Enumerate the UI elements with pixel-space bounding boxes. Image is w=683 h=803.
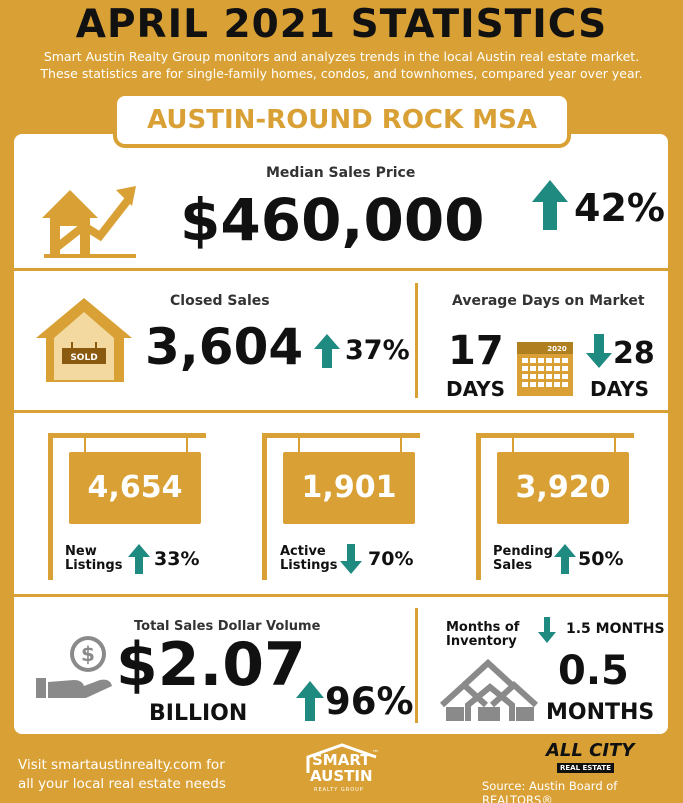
active-listings-label: Active Listings	[280, 545, 337, 573]
new-listings-label-line2: Listings	[65, 558, 123, 573]
new-listings-label-line1: New	[65, 544, 97, 559]
intro-text: Smart Austin Realty Group monitors and a…	[0, 48, 683, 82]
new-listings-chain-right	[186, 438, 188, 452]
sold-sign-text: SOLD	[70, 353, 97, 363]
new-listings-chain-left	[84, 438, 86, 452]
active-listings-label-line1: Active	[280, 544, 326, 559]
active-listings-post	[262, 433, 267, 580]
logo-line-1: SMART	[312, 751, 371, 769]
volume-up-arrow-icon	[296, 681, 324, 721]
closed-change: 37%	[345, 335, 410, 366]
new-listings-label: New Listings	[65, 545, 122, 573]
inventory-down-arrow-icon	[538, 617, 556, 643]
active-listings-label-line2: Listings	[280, 558, 338, 573]
volume-label: Total Sales Dollar Volume	[134, 619, 321, 634]
new-listings-up-arrow-icon	[128, 544, 150, 574]
active-listings-chain-right	[400, 438, 402, 452]
days-label: Average Days on Market	[452, 293, 645, 309]
divider-3	[14, 594, 668, 597]
new-listings-post	[48, 433, 53, 580]
smart-austin-logo[interactable]: SMART AUSTIN REALTY GROUP ™	[304, 743, 379, 799]
closed-value: 3,604	[145, 318, 304, 376]
pending-sales-chain-left	[512, 438, 514, 452]
region-banner: AUSTIN-ROUND ROCK MSA	[113, 92, 571, 148]
inventory-label-line1: Months of	[446, 620, 520, 635]
pending-sales-bar	[476, 433, 634, 438]
intro-line-1: Smart Austin Realty Group monitors and a…	[43, 49, 640, 64]
svg-text:$: $	[81, 642, 95, 666]
volume-value: $2.07	[116, 630, 306, 700]
house-growth-icon	[42, 186, 136, 258]
pending-sales-label-line1: Pending	[493, 544, 553, 559]
new-listings-bar	[48, 433, 206, 438]
active-listings-down-arrow-icon	[340, 544, 362, 574]
median-change: 42%	[574, 186, 665, 230]
median-label: Median Sales Price	[266, 165, 416, 181]
days-down-arrow-icon	[586, 334, 612, 368]
pending-sales-label: Pending Sales	[493, 545, 553, 573]
divider-vertical-2	[415, 608, 418, 723]
allcity-logo[interactable]: ALL CITY	[546, 740, 635, 761]
median-up-arrow-icon	[532, 180, 568, 230]
houses-icon	[440, 658, 539, 721]
closed-label: Closed Sales	[170, 293, 270, 309]
pending-sales-post	[476, 433, 481, 580]
inventory-unit: MONTHS	[546, 700, 655, 725]
volume-change: 96%	[325, 680, 414, 723]
logo-tm: ™	[372, 749, 379, 757]
source-text: Source: Austin Board of REALTORS®	[482, 779, 618, 803]
footer-line-1: Visit smartaustinrealty.com for	[18, 757, 225, 773]
footer-line-2: all your local real estate needs	[18, 776, 226, 792]
allcity-sub: REAL ESTATE	[557, 763, 614, 773]
pending-sales-up-arrow-icon	[554, 544, 576, 574]
median-value: $460,000	[180, 186, 485, 254]
active-listings-value: 1,901	[283, 452, 415, 524]
inventory-value: 0.5	[558, 648, 629, 694]
calendar-icon: 2020	[517, 342, 573, 396]
inventory-change: 1.5 MONTHS	[566, 621, 665, 637]
days-change-unit: DAYS	[590, 377, 650, 401]
days-value: 17	[448, 328, 504, 374]
volume-unit: BILLION	[149, 701, 248, 726]
divider-vertical-1	[415, 283, 418, 398]
pending-sales-chain-right	[614, 438, 616, 452]
logo-line-2: AUSTIN	[310, 767, 373, 785]
active-listings-change: 70%	[368, 548, 414, 570]
active-listings-chain-left	[298, 438, 300, 452]
new-listings-change: 33%	[154, 548, 200, 570]
inventory-label: Months of Inventory	[446, 621, 519, 649]
money-hand-icon: $	[36, 636, 112, 698]
logo-sub: REALTY GROUP	[314, 787, 364, 793]
intro-line-2: These statistics are for single-family h…	[40, 66, 643, 81]
sold-house-icon: SOLD	[36, 298, 132, 382]
pending-sales-value: 3,920	[497, 452, 629, 524]
divider-1	[14, 268, 668, 271]
days-unit: DAYS	[446, 377, 506, 401]
page-title: APRIL 2021 STATISTICS	[75, 2, 608, 47]
pending-sales-label-line2: Sales	[493, 558, 533, 573]
calendar-year: 2020	[547, 345, 567, 353]
active-listings-bar	[262, 433, 420, 438]
divider-2	[14, 410, 668, 413]
closed-up-arrow-icon	[314, 334, 340, 368]
inventory-label-line2: Inventory	[446, 634, 517, 649]
new-listings-value: 4,654	[69, 452, 201, 524]
days-change: 28	[613, 336, 655, 371]
pending-sales-change: 50%	[578, 548, 624, 570]
logo-roof-icon	[306, 743, 377, 773]
footer-text: Visit smartaustinrealty.com for all your…	[18, 756, 226, 794]
